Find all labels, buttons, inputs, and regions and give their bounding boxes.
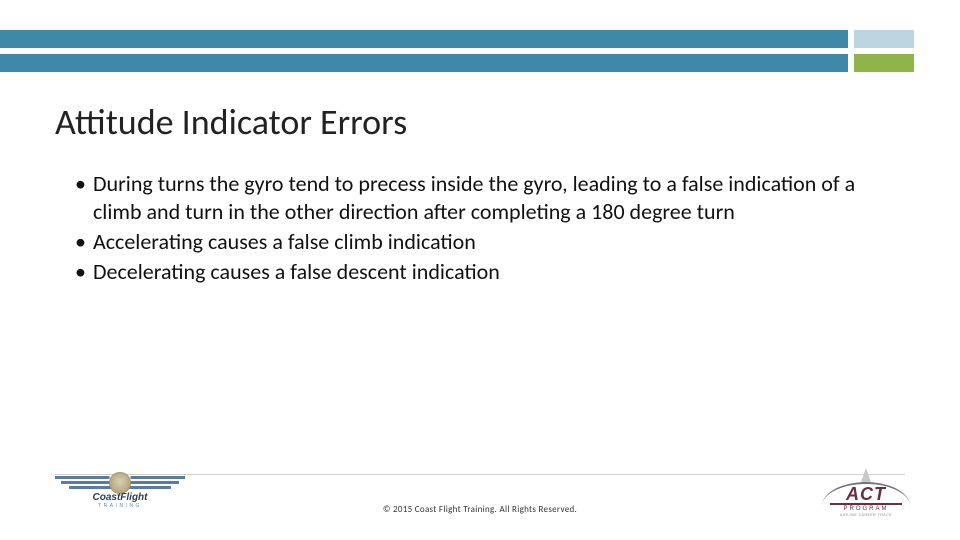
- logo-wings-icon: [55, 476, 185, 492]
- coast-flight-logo: CoastFlight TRAINING: [55, 476, 185, 516]
- header-square-top: [854, 30, 914, 48]
- slide-footer: © 2015 Coast Flight Training. All Rights…: [0, 474, 960, 534]
- header-bars: [0, 30, 848, 72]
- header-bar-bottom: [0, 54, 848, 72]
- header-squares: [854, 30, 914, 72]
- act-program-logo: ACT PROGRAM AIRLINE CAREER TRACK: [820, 470, 912, 520]
- bullet-list: During turns the gyro tend to precess in…: [75, 170, 890, 287]
- header-bar-top: [0, 30, 848, 48]
- slide-body: During turns the gyro tend to precess in…: [75, 170, 890, 289]
- slide-title: Attitude Indicator Errors: [55, 100, 407, 144]
- header-square-bottom: [854, 54, 914, 72]
- bullet-item: Accelerating causes a false climb indica…: [75, 228, 890, 256]
- bullet-item: During turns the gyro tend to precess in…: [75, 170, 890, 226]
- logo-right-line3: AIRLINE CAREER TRACK: [820, 513, 912, 517]
- bullet-item: Decelerating causes a false descent indi…: [75, 258, 890, 286]
- logo-left-subbrand: TRAINING: [98, 503, 142, 509]
- logo-left-brand: CoastFlight: [93, 492, 148, 503]
- logo-right-brand: ACT: [820, 484, 912, 505]
- logo-emblem-icon: [109, 472, 131, 494]
- footer-divider: [55, 474, 905, 475]
- logo-right-line2: PROGRAM: [820, 506, 912, 512]
- logo-right-underline: [830, 503, 902, 505]
